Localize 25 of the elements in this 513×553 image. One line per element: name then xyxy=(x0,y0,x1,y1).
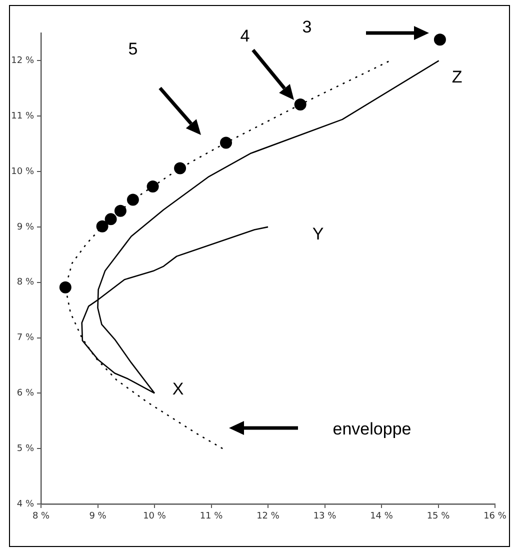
x-tick-label: 15 % xyxy=(426,512,450,522)
x-tick-label: 14 % xyxy=(370,512,394,522)
x-tick-label: 13 % xyxy=(313,512,337,522)
annotation: enveloppe xyxy=(332,420,412,439)
x-tick-label: 11 % xyxy=(200,512,224,522)
y-tick-label: 9 % xyxy=(16,222,34,232)
x-tick-label: 8 % xyxy=(32,512,50,522)
y-tick-label: 5 % xyxy=(16,444,34,454)
y-tick-label: 4 % xyxy=(16,499,34,510)
y-tick-label: 6 % xyxy=(16,388,34,399)
y-tick-label: 7 % xyxy=(16,333,34,344)
y-tick-label: 11 % xyxy=(11,111,34,122)
annotation: Y xyxy=(312,224,324,244)
y-tick-label: 8 % xyxy=(16,278,34,288)
x-tick-label: 12 % xyxy=(256,512,280,522)
x-tick-label: 16 % xyxy=(484,512,507,522)
annotation: 5 xyxy=(128,40,138,59)
x-tick-label: 10 % xyxy=(143,512,166,522)
y-tick-label: 10 % xyxy=(11,166,34,177)
x-tick-label: 9 % xyxy=(89,512,107,522)
annotation: X xyxy=(172,380,184,399)
y-tick-label: 12 % xyxy=(11,56,34,66)
annotation: 3 xyxy=(302,18,312,37)
annotation: Z xyxy=(452,68,462,87)
annotation: 4 xyxy=(240,26,250,46)
